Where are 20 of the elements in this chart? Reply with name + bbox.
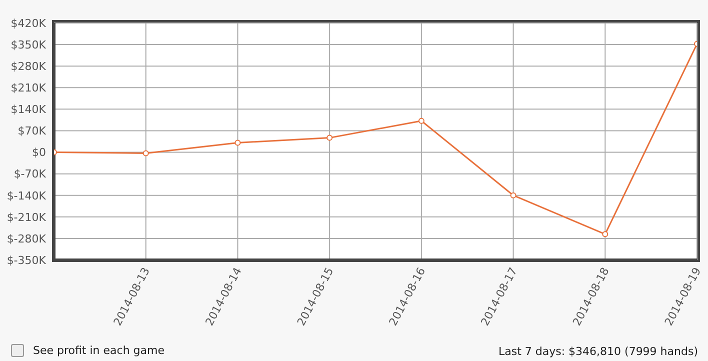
- y-tick-label: $280K: [10, 60, 47, 73]
- point: [326, 134, 333, 141]
- y-tick-label: $-140K: [6, 189, 47, 202]
- y-tick-label: $70K: [18, 124, 47, 138]
- point: [510, 192, 516, 198]
- point: [418, 118, 424, 124]
- y-tick-label: $210K: [10, 82, 47, 95]
- point: [142, 150, 149, 156]
- point: [234, 140, 241, 146]
- y-tick-label: $-280K: [6, 232, 47, 246]
- text: See profit in each game: [33, 344, 165, 357]
- y-tick-label: $-210K: [6, 210, 47, 224]
- y-tick-label: $-70K: [14, 168, 47, 181]
- y-tick-label: $140K: [10, 103, 47, 116]
- y-tick-label: $420K: [10, 16, 47, 30]
- y-tick-label: $350K: [10, 38, 47, 52]
- y-tick-label: $0: [32, 146, 46, 160]
- y-tick-label: $-350K: [6, 254, 47, 267]
- text: Last 7 days: $346,810 (7999 hands): [498, 345, 698, 358]
- point: [602, 231, 608, 238]
